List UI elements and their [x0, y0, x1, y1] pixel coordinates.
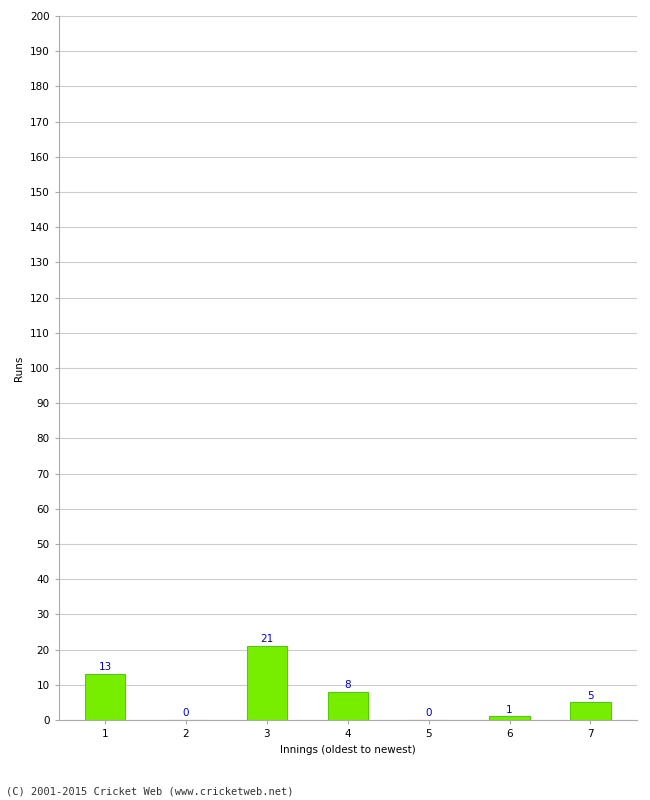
Y-axis label: Runs: Runs — [14, 355, 24, 381]
Text: 21: 21 — [260, 634, 274, 644]
X-axis label: Innings (oldest to newest): Innings (oldest to newest) — [280, 745, 415, 754]
Bar — [246, 646, 287, 720]
Bar — [570, 702, 611, 720]
Bar — [489, 717, 530, 720]
Text: 8: 8 — [344, 680, 351, 690]
Bar — [328, 692, 368, 720]
Text: 5: 5 — [587, 690, 594, 701]
Text: 1: 1 — [506, 705, 513, 714]
Text: 13: 13 — [98, 662, 112, 673]
Text: (C) 2001-2015 Cricket Web (www.cricketweb.net): (C) 2001-2015 Cricket Web (www.cricketwe… — [6, 786, 294, 796]
Bar — [84, 674, 125, 720]
Text: 0: 0 — [425, 708, 432, 718]
Text: 0: 0 — [183, 708, 189, 718]
